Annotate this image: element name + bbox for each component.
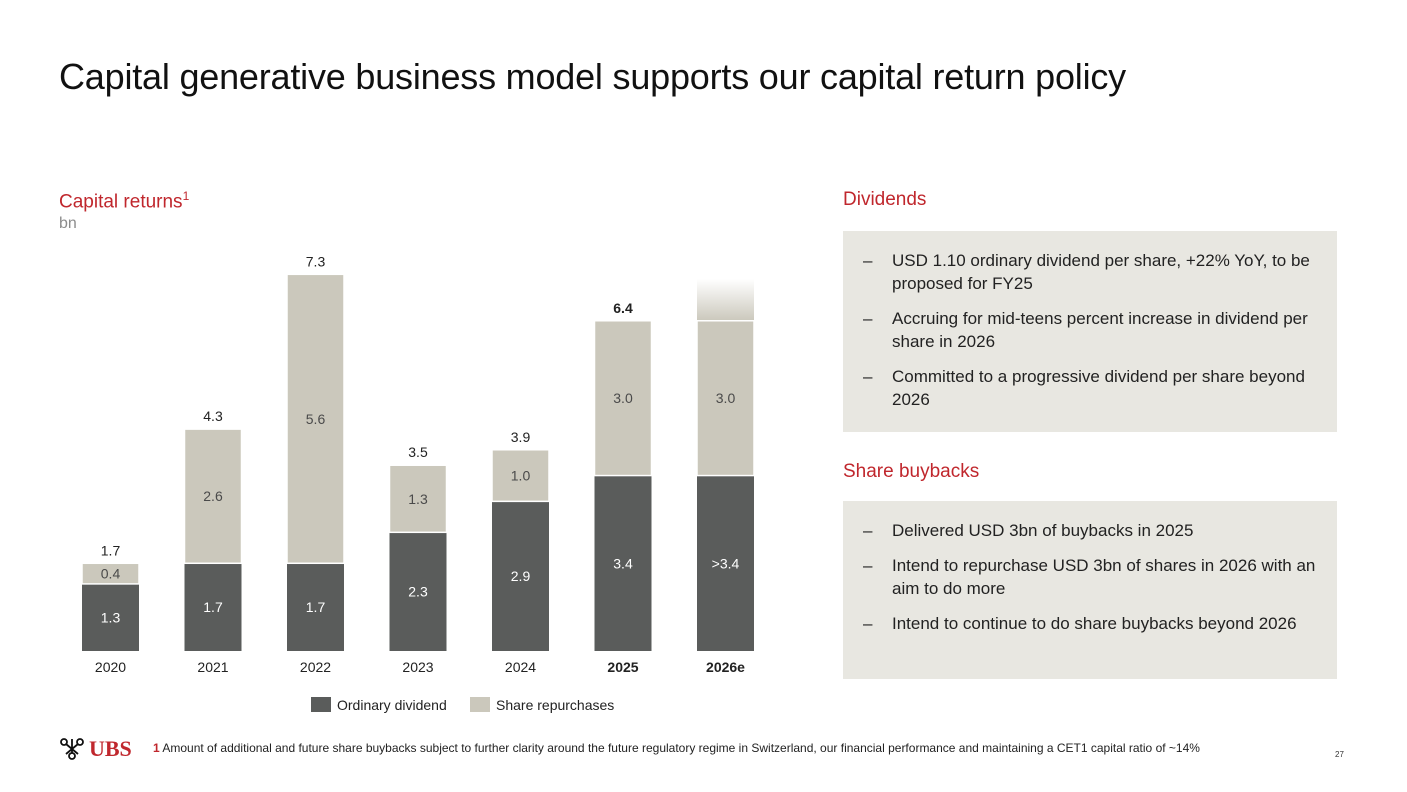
dividends-bullet: – USD 1.10 ordinary dividend per share, +… [863, 249, 1317, 295]
x-tick-label: 2020 [95, 659, 126, 675]
buybacks-bullet: – Intend to repurchase USD 3bn of shares … [863, 554, 1317, 600]
label-share-repurchases: 3.0 [613, 390, 633, 406]
label-share-repurchases: 3.0 [716, 390, 736, 406]
bullet-dash: – [863, 614, 873, 633]
label-share-repurchases: 0.4 [101, 566, 121, 582]
label-total: 3.5 [408, 444, 428, 460]
bullet-dash: – [863, 309, 873, 328]
chart-title: Capital returns1 [59, 189, 189, 213]
bullet-text: Delivered USD 3bn of buybacks in 2025 [892, 521, 1194, 540]
bullet-dash: – [863, 521, 873, 540]
bar-ordinary-dividend [82, 583, 139, 651]
legend-label: Ordinary dividend [337, 697, 447, 713]
label-total: 7.3 [306, 253, 326, 269]
label-total: 1.7 [101, 542, 121, 558]
label-ordinary-dividend: 1.3 [101, 609, 121, 625]
footnote: 1 Amount of additional and future share … [153, 741, 1200, 755]
label-share-repurchases: 1.3 [408, 491, 428, 507]
buybacks-bullet: – Intend to continue to do share buybacks… [863, 612, 1317, 635]
ubs-logo: UBS [59, 736, 132, 762]
label-ordinary-dividend: 2.3 [408, 584, 428, 600]
bar-ordinary-dividend [492, 501, 549, 651]
bullet-text: Intend to continue to do share buybacks … [892, 614, 1297, 633]
bullet-dash: – [863, 556, 873, 575]
label-total: 4.3 [203, 408, 223, 424]
buybacks-bullet: – Delivered USD 3bn of buybacks in 2025 [863, 519, 1317, 542]
chart-title-text: Capital returns [59, 191, 183, 213]
dividends-heading: Dividends [843, 189, 927, 210]
label-ordinary-dividend: 3.4 [613, 555, 633, 571]
chart-title-footnote-ref: 1 [182, 189, 190, 203]
keys-emblem-icon [60, 738, 84, 760]
legend-label: Share repurchases [496, 697, 614, 713]
label-ordinary-dividend: 1.7 [306, 599, 326, 615]
footnote-text: Amount of additional and future share bu… [162, 741, 1200, 755]
x-tick-label: 2022 [300, 659, 331, 675]
bar-share-repurchases [388, 464, 448, 534]
bar-ordinary-dividend [389, 532, 447, 651]
bar-faded-extension [697, 227, 754, 321]
ubs-logo-text: UBS [89, 736, 132, 761]
bullet-dash: – [863, 367, 873, 386]
label-total: 3.9 [511, 429, 531, 445]
legend-swatch [311, 697, 331, 712]
label-ordinary-dividend: 1.7 [203, 599, 223, 615]
buybacks-heading: Share buybacks [843, 461, 980, 482]
x-tick-label: 2023 [402, 659, 433, 675]
bar-share-repurchases [81, 562, 140, 585]
bullet-text: Committed to a progressive dividend per … [892, 367, 1305, 409]
bullet-text: USD 1.10 ordinary dividend per share, +2… [892, 251, 1310, 293]
bullet-text: Intend to repurchase USD 3bn of shares i… [892, 556, 1316, 598]
label-total: 6.4 [613, 300, 633, 316]
label-share-repurchases: 2.6 [203, 488, 223, 504]
chart-unit: bn [59, 215, 77, 232]
bullet-dash: – [863, 251, 873, 270]
capital-returns-chart: 1.3 0.4 1.7 2020 1.7 2.6 4.3 2021 1.7 5.6 7.3 2022 2… [81, 227, 755, 713]
footnote-number: 1 [153, 741, 160, 755]
bar-share-repurchases [696, 320, 755, 477]
page-title: Capital generative business model suppor… [59, 56, 1126, 97]
dividends-bullet: – Committed to a progressive dividend per… [863, 365, 1317, 411]
bar-ordinary-dividend [184, 563, 242, 651]
bar-ordinary-dividend [287, 563, 344, 651]
bar-ordinary-dividend [697, 475, 754, 651]
dividends-bullet: – Accruing for mid-teens percent increase… [863, 307, 1317, 353]
dividends-box: – USD 1.10 ordinary dividend per share, +… [843, 231, 1337, 432]
label-ordinary-dividend: >3.4 [712, 555, 740, 571]
x-tick-label: 2025 [607, 659, 638, 675]
label-share-repurchases: 5.6 [306, 411, 326, 427]
x-tick-label: 2026e [706, 659, 745, 675]
bar-ordinary-dividend [594, 475, 652, 651]
bar-share-repurchases [593, 320, 653, 477]
x-tick-label: 2024 [505, 659, 536, 675]
label-ordinary-dividend: 2.9 [511, 568, 531, 584]
bar-share-repurchases [286, 273, 345, 565]
bar-share-repurchases [491, 449, 550, 503]
buybacks-box: – Delivered USD 3bn of buybacks in 2025 –… [843, 501, 1337, 679]
bar-share-repurchases [183, 428, 243, 565]
page-number: 27 [1335, 750, 1344, 759]
legend-swatch [470, 697, 490, 712]
chart-legend: Ordinary dividend Share repurchases [311, 697, 614, 713]
bullet-text: Accruing for mid-teens percent increase … [892, 309, 1308, 351]
x-tick-label: 2021 [197, 659, 228, 675]
label-share-repurchases: 1.0 [511, 468, 531, 484]
